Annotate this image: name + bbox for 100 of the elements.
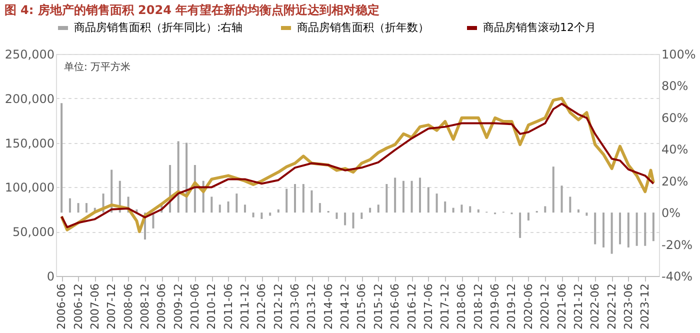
y-tick-label: 0 (46, 270, 54, 284)
bar (552, 166, 554, 213)
bar (85, 203, 88, 213)
y2-tick-label: 60% (662, 110, 688, 125)
y2-tick-label: 20% (662, 174, 688, 188)
x-tick-label: 2018-12 (472, 284, 485, 330)
bar (527, 212, 530, 220)
bar (344, 212, 346, 226)
bar (77, 203, 80, 213)
x-tick-label: 2006-06 (55, 284, 68, 330)
x-tick-label: 2010-06 (188, 284, 202, 330)
x-tick-label: 2012-12 (272, 284, 285, 330)
x-tick-label: 2015-06 (355, 284, 368, 330)
x-tick-label: 2015-12 (372, 284, 385, 330)
y2-tick-label: -40% (662, 270, 693, 284)
bar (427, 187, 430, 213)
x-tick-label: 2014-06 (322, 284, 335, 330)
annotation: 单位: 万平方米 (64, 61, 131, 73)
y-tick-label: 150,000 (4, 136, 54, 150)
bar (586, 212, 588, 216)
bar (286, 188, 288, 213)
bar (627, 212, 630, 248)
x-tick-label: 2013-12 (305, 284, 318, 330)
bar (294, 184, 296, 213)
x-tick-label: 2021-12 (572, 284, 585, 330)
bar (336, 212, 338, 219)
bar (227, 201, 230, 213)
y-tick-label: 200,000 (4, 92, 54, 106)
bar (186, 142, 188, 213)
bar (252, 212, 254, 218)
bar (377, 204, 380, 213)
bar (269, 212, 272, 216)
bar (68, 198, 71, 213)
y2-tick-label: 0% (662, 206, 681, 220)
bar (218, 204, 221, 213)
x-tick-label: 2010-12 (205, 284, 218, 330)
x-tick-label: 2009-12 (172, 284, 185, 330)
x-tick-label: 2008-12 (138, 284, 152, 330)
x-tick-label: 2017-06 (422, 284, 435, 330)
x-tick-label: 2023-12 (638, 284, 652, 330)
bar (369, 208, 372, 213)
bar (177, 141, 180, 213)
legend-label: 商品房销售面积（折年同比）:右轴 (74, 21, 243, 34)
x-tick-label: 2011-06 (222, 284, 235, 330)
bar (636, 212, 638, 246)
bar (460, 204, 463, 213)
x-tick-label: 2017-12 (438, 284, 452, 330)
bar (569, 196, 572, 213)
x-tick-label: 2021-06 (555, 284, 568, 330)
y-tick-label: 100,000 (4, 180, 54, 195)
x-tick-label: 2014-12 (338, 284, 352, 330)
x-tick-label: 2022-12 (605, 284, 618, 330)
bar (60, 103, 63, 213)
chart-title: 图 4: 房地产的销售面积 2024 年有望在新的均衡点附近达到相对稳定 (4, 3, 380, 17)
bar (577, 209, 580, 213)
x-tick-label: 2019-06 (488, 284, 502, 330)
x-tick-label: 2016-06 (388, 284, 402, 330)
bar (602, 212, 604, 248)
x-tick-label: 2008-06 (122, 284, 135, 330)
bar (410, 180, 413, 213)
x-tick-label: 2020-06 (522, 284, 535, 330)
bar (644, 212, 646, 246)
bar (519, 212, 522, 238)
y2-tick-label: 80% (662, 79, 688, 94)
bar (469, 206, 472, 213)
bar (360, 212, 363, 219)
y2-tick-label: -20% (662, 238, 693, 252)
x-tick-label: 2020-12 (538, 284, 552, 330)
bar (318, 203, 321, 213)
bar (619, 212, 622, 244)
bar (610, 212, 613, 254)
y-tick-label: 50,000 (12, 225, 54, 240)
bar (244, 204, 246, 213)
bar (444, 201, 446, 213)
x-tick-label: 2007-06 (88, 284, 102, 330)
x-tick-label: 2006-12 (72, 284, 85, 330)
x-tick-label: 2009-06 (155, 284, 168, 330)
x-tick-label: 2011-12 (238, 284, 252, 330)
x-tick-label: 2018-06 (455, 284, 468, 330)
bar (544, 206, 546, 213)
x-tick-label: 2019-12 (505, 284, 518, 330)
bar (560, 186, 563, 213)
bar (236, 194, 238, 213)
bar (394, 178, 396, 213)
bar (418, 178, 421, 213)
bar (594, 212, 596, 244)
x-tick-label: 2023-06 (622, 284, 635, 330)
x-tick-label: 2016-12 (405, 284, 418, 330)
bar (452, 208, 454, 213)
y-tick-label: 250,000 (4, 48, 54, 62)
bar (477, 209, 480, 213)
y2-tick-label: 100% (662, 48, 696, 62)
y2-tick-label: 40% (662, 142, 688, 157)
bar (260, 212, 263, 219)
bar (652, 212, 654, 242)
bar (277, 209, 280, 213)
bar (436, 194, 438, 213)
x-tick-label: 2012-06 (255, 284, 268, 330)
legend-label: 商品房销售滚动12个月 (483, 21, 596, 34)
x-tick-label: 2013-06 (288, 284, 302, 330)
